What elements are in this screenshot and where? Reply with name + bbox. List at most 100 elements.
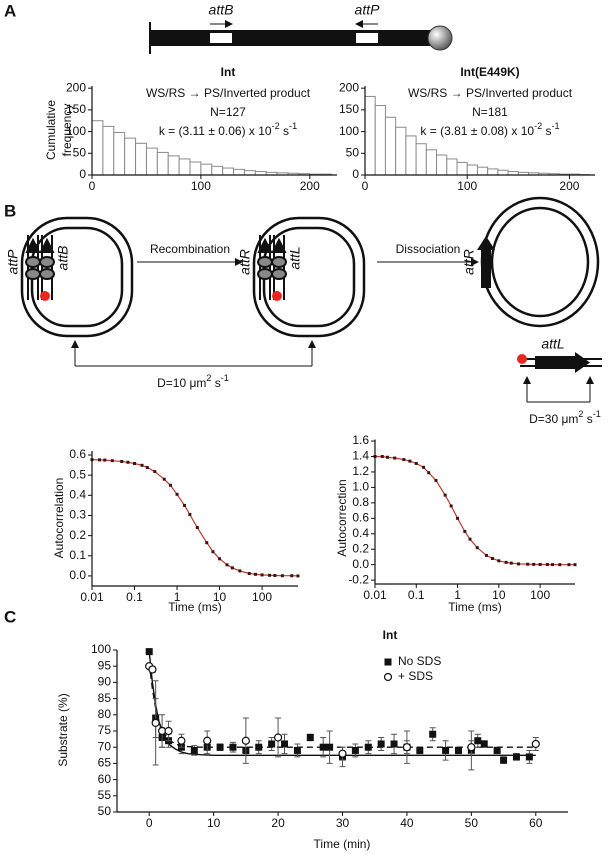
bar [156, 151, 169, 176]
y-tick-label: 0.6 [69, 447, 86, 461]
x-tick-label: 30 [336, 816, 350, 830]
bar [189, 161, 202, 176]
x-tick-label: 200 [300, 179, 320, 193]
text-part: D=30 μm [529, 412, 578, 426]
x-axis-label: Time (ms) [448, 600, 502, 614]
bracket-head [71, 340, 79, 348]
fluorophore [517, 354, 527, 364]
marker [393, 456, 397, 460]
y-tick-label: 150 [339, 102, 359, 116]
marker [148, 665, 157, 674]
marker [512, 753, 520, 761]
y-tick-label: 200 [339, 80, 359, 94]
y-tick-label: 0.3 [69, 508, 86, 522]
text-part: s [211, 376, 220, 390]
x-axis-label: Time (ms) [168, 600, 222, 614]
y-tick-label: 60 [98, 772, 112, 786]
superscript: -1 [593, 409, 601, 419]
marker [110, 459, 114, 463]
marker [103, 458, 107, 462]
legend-marker [383, 672, 393, 682]
x-tick-label: 0.1 [126, 590, 143, 604]
marker [545, 563, 549, 567]
bar [405, 135, 417, 176]
y-tick-label: 1.4 [352, 449, 369, 463]
y-axis-label: frequency [60, 104, 74, 157]
marker [385, 455, 389, 459]
bar [124, 137, 137, 176]
marker [480, 740, 488, 748]
marker [120, 459, 124, 463]
bar [374, 105, 386, 176]
loop-circle [480, 196, 600, 328]
marker [551, 563, 555, 567]
marker [525, 753, 533, 761]
y-tick-label: 0.6 [352, 510, 369, 524]
bar [113, 131, 126, 176]
marker [402, 743, 412, 752]
marker [230, 566, 234, 570]
bar [395, 126, 407, 176]
y-tick-label: 65 [98, 756, 112, 770]
marker [247, 572, 251, 576]
marker [268, 573, 272, 577]
y-tick-label: 100 [66, 124, 86, 138]
x-tick-label: 10 [492, 588, 506, 602]
diffusion-label: D=10 μm2 s-1 [157, 373, 229, 390]
panel-label: A [4, 1, 16, 20]
y-tick-label: 0.0 [69, 568, 86, 582]
x-tick-label: 100 [530, 588, 550, 602]
step-label: Dissociation [396, 242, 461, 256]
y-tick-label: 95 [98, 658, 112, 672]
y-tick-label: 0.5 [69, 467, 86, 481]
bar [145, 147, 158, 176]
bar [466, 164, 478, 176]
bead [427, 25, 453, 51]
marker [380, 455, 384, 458]
annotation: N=127 [210, 105, 246, 119]
bar [233, 168, 245, 176]
marker [351, 746, 359, 754]
site-label: attR [237, 249, 253, 275]
site-box [356, 33, 378, 43]
bar [178, 158, 191, 176]
y-axis-label: Substrate (%) [56, 693, 70, 766]
marker [377, 740, 385, 748]
marker [319, 743, 327, 751]
annotation: k = (3.11 ± 0.06) x 10-2 s-1 [159, 121, 297, 138]
site-arrow [535, 352, 590, 373]
y-tick-label: 0.8 [352, 495, 369, 509]
superscript: -2 [272, 121, 280, 131]
marker [225, 563, 229, 567]
y-tick-label: 200 [66, 80, 86, 94]
marker [442, 746, 450, 754]
chart-title: Int [383, 628, 398, 642]
marker [484, 553, 488, 557]
x-tick-label: 100 [191, 179, 211, 193]
site-label: attL [287, 246, 303, 269]
bar [425, 149, 438, 176]
chart-title: Int(E449K) [460, 65, 519, 79]
marker [306, 733, 314, 741]
construct-bar [150, 30, 432, 46]
x-tick-label: 0 [362, 179, 369, 193]
marker [168, 483, 172, 487]
bar [497, 169, 509, 176]
marker [497, 559, 501, 563]
marker [162, 477, 166, 481]
y-tick-label: 90 [98, 675, 112, 689]
site-label: attP [5, 249, 21, 275]
site-label: attP [355, 2, 381, 18]
legend-label: No SDS [398, 654, 441, 668]
step-label: Recombination [150, 242, 230, 256]
x-tick-label: 0.1 [408, 588, 425, 602]
marker [416, 746, 424, 754]
marker [164, 726, 173, 736]
marker [338, 749, 347, 758]
bar [487, 168, 499, 176]
bar [135, 142, 147, 176]
y-tick-label: 0.4 [69, 488, 86, 502]
x-tick-label: 0 [89, 179, 96, 193]
y-tick-label: 0 [79, 167, 86, 181]
